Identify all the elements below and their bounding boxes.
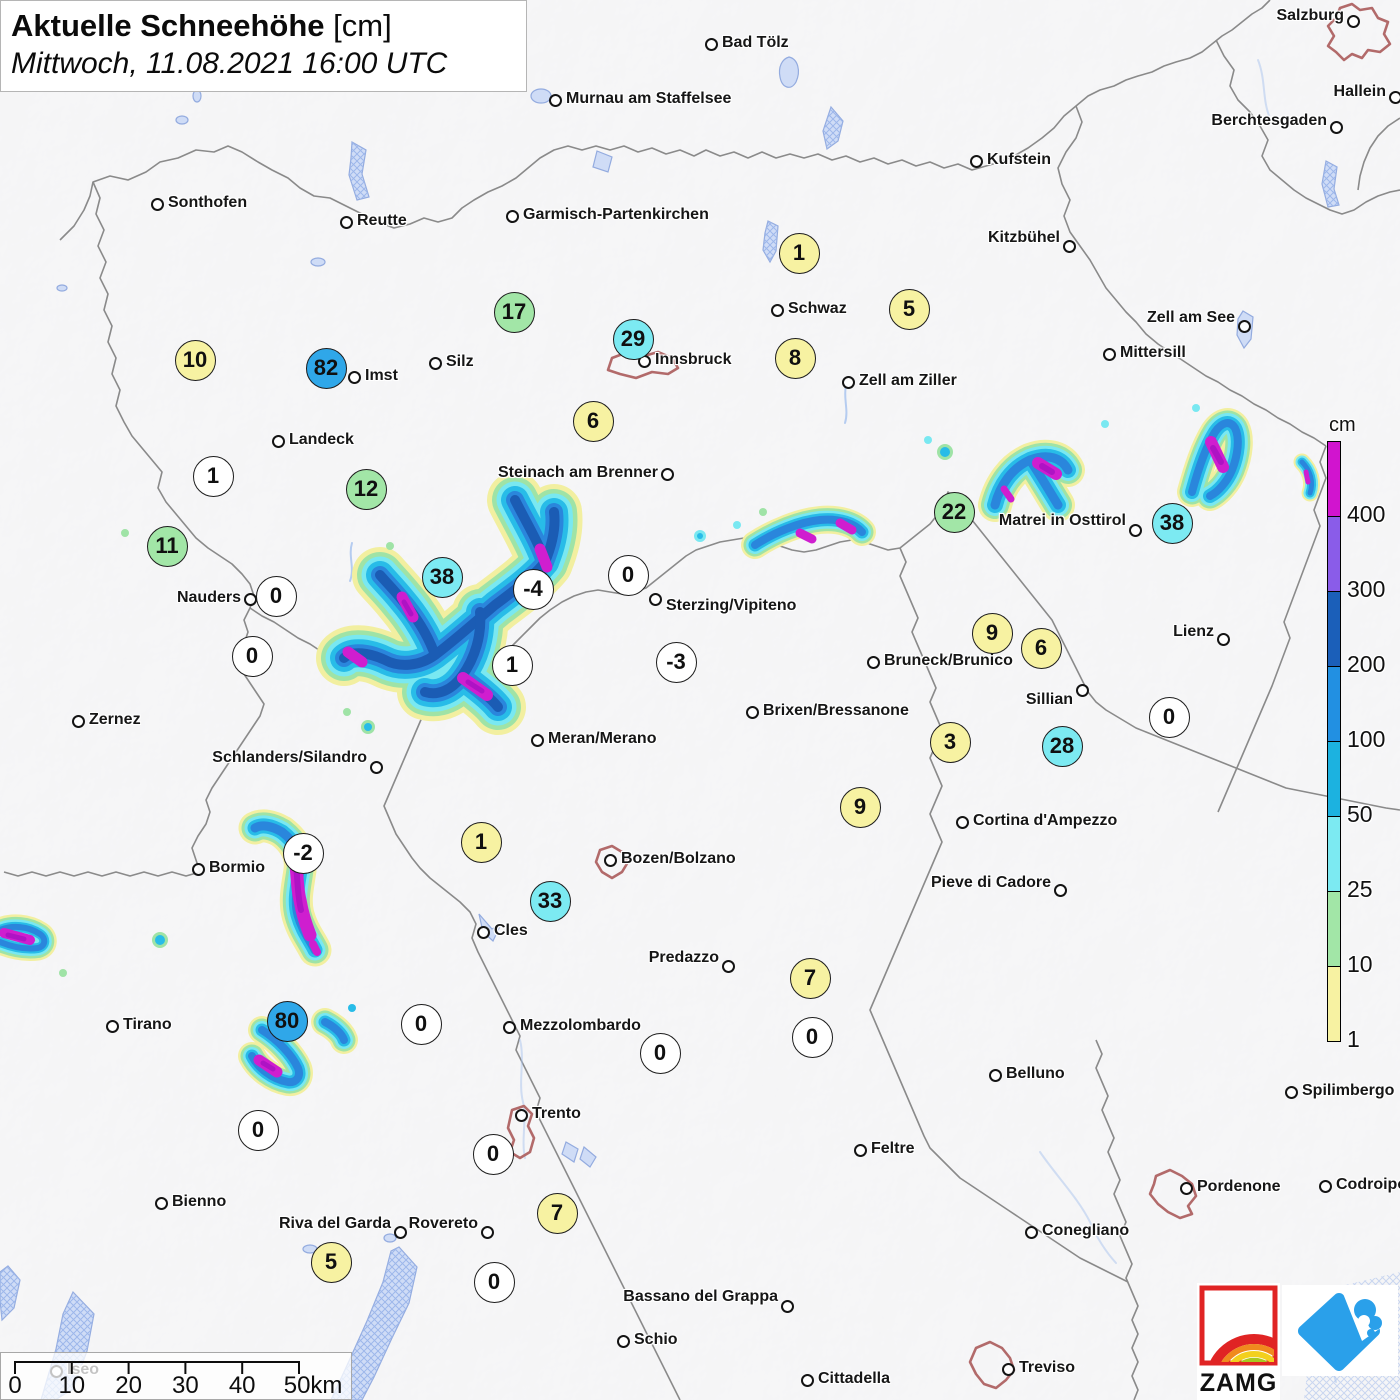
station-snow-depth-value: -4 xyxy=(512,568,554,610)
station-snow-depth-value: 12 xyxy=(345,468,387,510)
station-snow-depth-value: 29 xyxy=(612,318,654,360)
station-snow-depth-value: 82 xyxy=(305,347,347,389)
zamg-logo-text: ZAMG xyxy=(1199,1369,1278,1397)
station-snow-depth-value: 1 xyxy=(778,232,820,274)
zamg-rainbow-icon xyxy=(1199,1285,1278,1366)
station-snow-depth-value: 0 xyxy=(791,1016,833,1058)
scale-bar-label: 10 xyxy=(58,1372,86,1399)
station-snow-depth-value: 0 xyxy=(607,554,649,596)
legend-color-bar: 400 300 200 100 50 25 10 1 xyxy=(1327,441,1385,1052)
station-snow-depth-value: 1 xyxy=(491,644,533,686)
scale-bar-label: 30 xyxy=(172,1372,199,1399)
legend-segment: 50 xyxy=(1327,741,1373,827)
map-title: Aktuelle Schneehöhe [cm] xyxy=(11,7,514,45)
station-snow-depth-value: 0 xyxy=(1148,696,1190,738)
scale-bar-label: 40 xyxy=(228,1372,256,1399)
blue-mountain-icon xyxy=(1298,1291,1382,1371)
legend-tick-label: 400 xyxy=(1347,501,1386,527)
border-lines xyxy=(3,0,1400,1400)
map-title-box: Aktuelle Schneehöhe [cm] Mittwoch, 11.08… xyxy=(0,0,527,92)
legend-tick-label: 50 xyxy=(1347,801,1373,827)
station-snow-depth-value: 1 xyxy=(460,821,502,863)
station-snow-depth-value: 6 xyxy=(1020,627,1062,669)
station-snow-depth-value: 1 xyxy=(192,455,234,497)
map-title-unit: [cm] xyxy=(333,8,392,43)
map-subtitle: Mittwoch, 11.08.2021 16:00 UTC xyxy=(11,47,448,80)
station-snow-depth-value: 28 xyxy=(1041,725,1083,767)
station-snow-depth-value: 0 xyxy=(231,635,273,677)
station-snow-depth-value: 3 xyxy=(929,721,971,763)
legend-segment: 300 xyxy=(1327,516,1385,602)
legend-segment: 25 xyxy=(1327,816,1373,902)
station-snow-depth-value: 5 xyxy=(888,288,930,330)
scale-bar-label: 0 xyxy=(8,1372,22,1399)
legend-tick-label: 25 xyxy=(1347,876,1373,902)
legend-tick-label: 100 xyxy=(1347,726,1386,752)
scale-bar-ticks xyxy=(14,1361,300,1374)
legend-segment: 400 xyxy=(1327,441,1385,527)
station-snow-depth-value: -3 xyxy=(655,641,697,683)
legend-tick-label: 10 xyxy=(1347,951,1373,977)
station-snow-depth-value: 5 xyxy=(310,1241,352,1283)
map-title-text: Aktuelle Schneehöhe xyxy=(11,8,325,43)
legend-segment: 10 xyxy=(1327,891,1373,977)
legend-segment: 100 xyxy=(1327,666,1385,752)
station-snow-depth-value: 0 xyxy=(237,1109,279,1151)
zamg-logo: ZAMG xyxy=(1197,1283,1280,1400)
station-snow-depth-value: 0 xyxy=(400,1003,442,1045)
station-snow-depth-value: 38 xyxy=(1151,502,1193,544)
station-snow-depth-value: 0 xyxy=(473,1261,515,1303)
station-snow-depth-value: 0 xyxy=(472,1133,514,1175)
station-snow-depth-value: 10 xyxy=(174,339,216,381)
legend-segment: 200 xyxy=(1327,591,1385,677)
city-boundaries xyxy=(506,2,1392,1390)
station-snow-depth-value: 38 xyxy=(421,556,463,598)
legend-segment: 1 xyxy=(1327,966,1360,1052)
station-snow-depth-value: 11 xyxy=(146,525,188,567)
scale-bar: 0 10 20 30 40 50km xyxy=(0,1352,352,1400)
legend-tick-label: 300 xyxy=(1347,576,1386,602)
station-snow-depth-value: 9 xyxy=(971,612,1013,654)
station-snow-depth-value: 8 xyxy=(774,337,816,379)
station-snow-depth-value: 0 xyxy=(255,575,297,617)
legend-tick-label: 200 xyxy=(1347,651,1386,677)
legend-unit-label: cm xyxy=(1329,414,1356,436)
station-snow-depth-value: 80 xyxy=(266,1000,308,1042)
station-snow-depth-value: 17 xyxy=(493,291,535,333)
station-snow-depth-value: 22 xyxy=(933,491,975,533)
station-snow-depth-value: 7 xyxy=(536,1192,578,1234)
scale-bar-label: 20 xyxy=(115,1372,142,1399)
legend: cm 400 300 200 100 50 25 10 1 xyxy=(1327,414,1385,1052)
station-snow-depth-value: 33 xyxy=(529,880,571,922)
blue-mountain-logo xyxy=(1282,1285,1398,1376)
legend-tick-label: 1 xyxy=(1347,1026,1360,1052)
station-snow-depth-value: 6 xyxy=(572,400,614,442)
scale-bar-label: 50km xyxy=(283,1372,343,1399)
station-snow-depth-value: 7 xyxy=(789,957,831,999)
station-snow-depth-value: 0 xyxy=(639,1032,681,1074)
station-snow-depth-value: -2 xyxy=(282,832,324,874)
station-snow-depth-value: 9 xyxy=(839,786,881,828)
